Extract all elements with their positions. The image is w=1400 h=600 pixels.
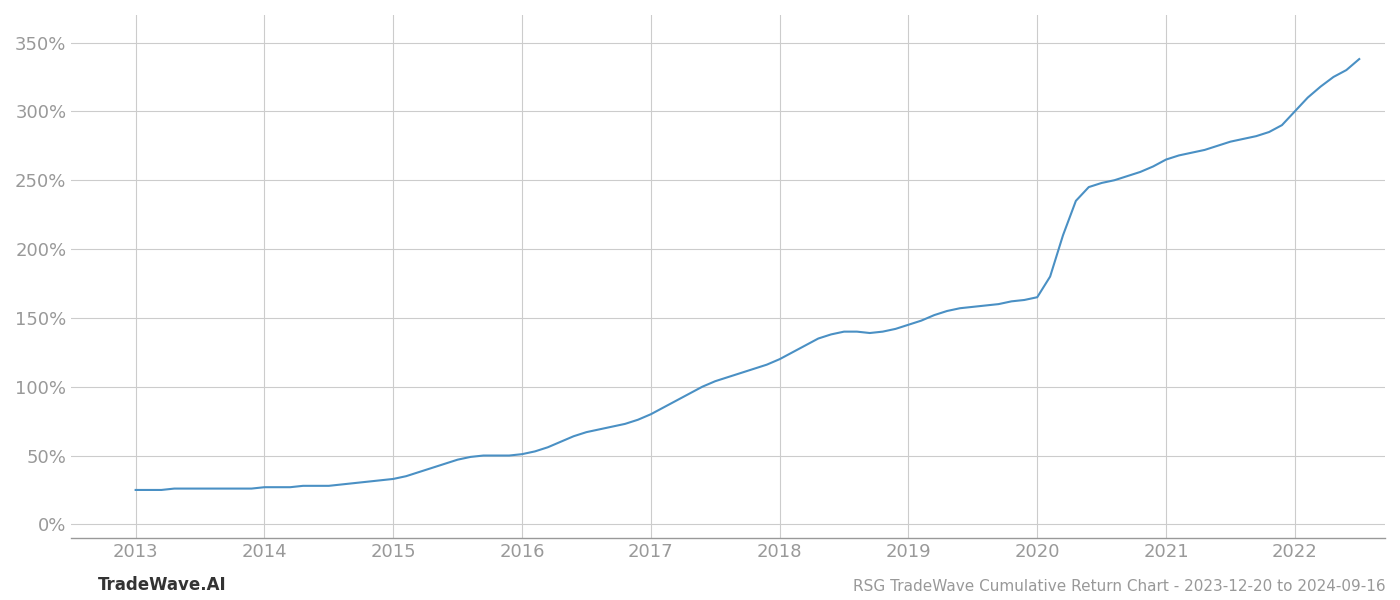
Text: TradeWave.AI: TradeWave.AI <box>98 576 227 594</box>
Text: RSG TradeWave Cumulative Return Chart - 2023-12-20 to 2024-09-16: RSG TradeWave Cumulative Return Chart - … <box>854 579 1386 594</box>
